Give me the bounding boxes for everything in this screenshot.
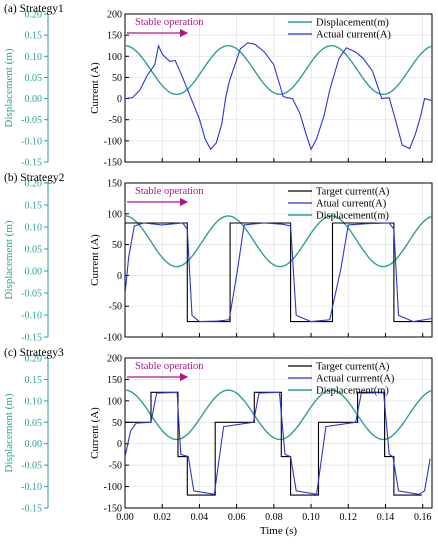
displacement-tick-label: -0.15 <box>21 504 42 515</box>
legend-label-target: Target current(A) <box>316 187 390 198</box>
displacement-tick-label: 0.20 <box>25 354 43 365</box>
current-axis-title: Current (A) <box>89 407 101 459</box>
current-tick-label: -100 <box>104 482 122 493</box>
current-axis-title: Current (A) <box>89 234 101 286</box>
displacement-tick-label: -0.10 <box>21 136 42 147</box>
displacement-tick-label: 0.15 <box>25 375 43 386</box>
displacement-tick-label: -0.05 <box>21 115 42 126</box>
current-tick-label: 150 <box>107 179 122 190</box>
displacement-tick-label: 0.05 <box>25 73 43 84</box>
displacement-tick-label: 0.20 <box>25 179 43 190</box>
x-axis-title: Time (s) <box>260 525 298 537</box>
current-tick-label: 100 <box>107 209 122 220</box>
displacement-tick-label: -0.15 <box>21 333 42 344</box>
displacement-tick-label: 0.10 <box>25 396 43 407</box>
legend-label-target: Target current(A) <box>316 362 390 373</box>
panel-2: -100 -50 0 50 100 150 Current (A) -0.15 -0.10 -0.… <box>3 172 433 344</box>
x-tick-label: 0.14 <box>377 512 395 523</box>
panel-label: (a) Strategy1 <box>4 3 64 15</box>
legend-label-displacement: Displacement(m) <box>316 211 389 222</box>
current-tick-label: 0 <box>117 271 122 282</box>
panel-1: -150 -100 -50 0 50 100 150 200 Current (A) -0.15 -… <box>3 3 433 169</box>
plot-frame <box>124 13 433 163</box>
plot-area <box>125 389 432 496</box>
current-tick-label: -50 <box>109 461 122 472</box>
current-tick-label: 50 <box>112 418 122 429</box>
actual-current-series <box>125 391 431 495</box>
displacement-tick-label: -0.05 <box>21 289 42 300</box>
plot-frame <box>124 357 433 509</box>
displacement-axis-title: Displacement (m) <box>3 48 15 127</box>
displacement-tick-label: 0.05 <box>25 245 43 256</box>
current-tick-label: 100 <box>107 52 122 63</box>
current-tick-label: 100 <box>107 396 122 407</box>
displacement-tick-label: -0.10 <box>21 311 42 322</box>
current-tick-label: 150 <box>107 31 122 42</box>
displacement-tick-label: -0.05 <box>21 461 42 472</box>
displacement-tick-label: 0.00 <box>25 267 43 278</box>
legend-label-displacement: Displacement(m) <box>316 18 389 29</box>
plot-frame <box>124 182 433 338</box>
displacement-series <box>125 215 432 268</box>
x-tick-label: 0.12 <box>340 512 358 523</box>
current-tick-label: 0 <box>117 439 122 450</box>
current-tick-label: 50 <box>112 240 122 251</box>
current-tick-label: -100 <box>104 136 122 147</box>
current-tick-label: -50 <box>109 302 122 313</box>
x-tick-label: 0.06 <box>228 512 246 523</box>
current-tick-label: 150 <box>107 375 122 386</box>
current-tick-label: -50 <box>109 115 122 126</box>
stable-operation-label: Stable operation <box>135 361 204 372</box>
target-current-series <box>125 222 432 323</box>
x-tick-label: 0.08 <box>265 512 283 523</box>
displacement-series <box>125 45 432 95</box>
current-axis-title: Current (A) <box>89 62 101 114</box>
displacement-axis-title: Displacement (m) <box>3 220 15 299</box>
stable-operation-label: Stable operation <box>135 17 204 28</box>
legend-label-actual: Actual currrent(A) <box>316 374 395 385</box>
panel-label: (b) Strategy2 <box>4 172 65 184</box>
panel-label: (c) Strategy3 <box>4 347 64 359</box>
plot-area <box>125 215 432 323</box>
legend-label-displacement: Displacement(m) <box>316 386 389 397</box>
displacement-tick-label: -0.15 <box>21 158 42 169</box>
displacement-tick-label: 0.00 <box>25 94 43 105</box>
displacement-tick-label: 0.00 <box>25 439 43 450</box>
displacement-series <box>125 389 432 441</box>
current-tick-label: 0 <box>117 94 122 105</box>
displacement-tick-label: 0.15 <box>25 201 43 212</box>
current-tick-label: 50 <box>112 73 122 84</box>
x-tick-label: 0.16 <box>414 512 432 523</box>
displacement-tick-label: 0.10 <box>25 223 43 234</box>
actual-current-series <box>125 222 432 323</box>
x-tick-label: 0.00 <box>116 512 134 523</box>
x-tick-label: 0.10 <box>302 512 320 523</box>
legend-label-actual: Actual current(A) <box>316 30 391 41</box>
actual-current-series <box>125 42 432 151</box>
stable-operation-label: Stable operation <box>135 186 204 197</box>
displacement-axis-title: Displacement (m) <box>3 393 15 472</box>
plot-area <box>125 42 432 151</box>
current-tick-label: -150 <box>104 504 122 515</box>
displacement-tick-label: 0.05 <box>25 418 43 429</box>
current-tick-label: -150 <box>104 158 122 169</box>
displacement-tick-label: -0.10 <box>21 482 42 493</box>
panel-3: 0.00 0.02 0.04 0.06 0.08 0.10 0.12 0.14 0.16 Time… <box>3 347 433 537</box>
x-tick-label: 0.04 <box>191 512 209 523</box>
current-tick-label: 200 <box>107 10 122 21</box>
displacement-tick-label: 0.15 <box>25 31 43 42</box>
x-tick-label: 0.02 <box>153 512 171 523</box>
displacement-tick-label: 0.20 <box>25 10 43 21</box>
current-tick-label: 200 <box>107 354 122 365</box>
legend-label-actual: Atual current(A) <box>316 199 387 210</box>
displacement-tick-label: 0.10 <box>25 52 43 63</box>
current-tick-label: -100 <box>104 333 122 344</box>
